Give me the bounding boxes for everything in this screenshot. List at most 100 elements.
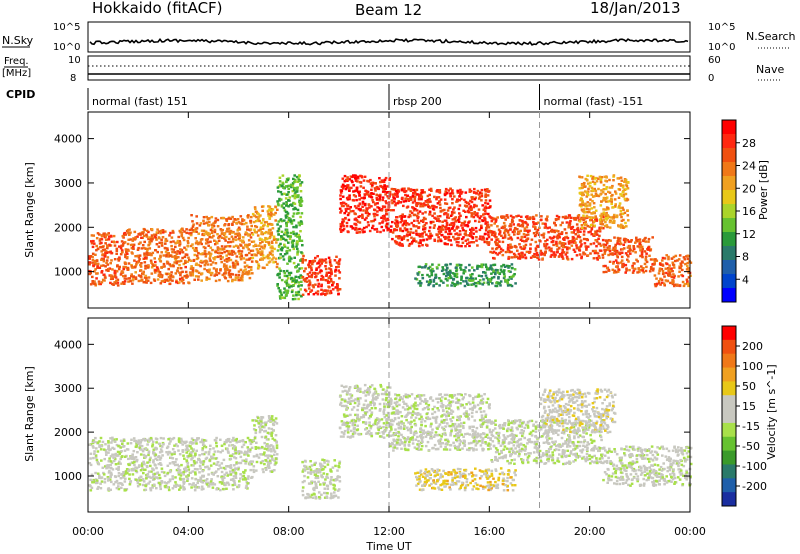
x-axis-label: Time UT bbox=[365, 540, 411, 553]
nsky-tick-min: 10^0 bbox=[53, 42, 80, 53]
power-echo-region-5 bbox=[301, 254, 342, 297]
power-echo-region-2 bbox=[188, 214, 254, 283]
velocity-colorbar-tick-6: -100 bbox=[742, 460, 767, 473]
velocity-colorbar-swatch-3 bbox=[722, 367, 736, 382]
power-ytick-label-1: 2000 bbox=[54, 221, 82, 234]
freq-panel: Freq. [MHz] 10 8 60 0 Nave bbox=[2, 55, 784, 84]
velocity-ytick-label-0: 1000 bbox=[54, 470, 82, 483]
cpid-segment-2: normal (fast) -151 bbox=[544, 95, 644, 108]
power-colorbar-tick-2: 12 bbox=[742, 228, 756, 241]
nsky-panel: N.Sky 10^5 10^0 10^5 10^0 N.Search bbox=[2, 21, 796, 53]
time-x-axis: 00:00 04:00 08:00 12:00 16:00 20:00 00:00 bbox=[72, 112, 706, 538]
freq-tick-min: 8 bbox=[70, 73, 76, 84]
velocity-colorbar-swatch-0 bbox=[722, 326, 736, 341]
velocity-echo-region-4 bbox=[389, 393, 492, 452]
freq-label: Freq. bbox=[4, 56, 29, 67]
x-tick-label-5: 20:00 bbox=[574, 525, 606, 538]
nsky-tick-max: 10^5 bbox=[53, 22, 80, 33]
freq-frame bbox=[87, 55, 691, 81]
x-tick-label-4: 16:00 bbox=[473, 525, 505, 538]
velocity-colorbar-swatch-1 bbox=[722, 339, 736, 355]
velocity-ylabel: Slant Range [km] bbox=[23, 366, 36, 462]
power-colorbar-swatch-11 bbox=[722, 274, 736, 289]
velocity-ytick-label-1: 2000 bbox=[54, 426, 82, 439]
nave-tick-max: 60 bbox=[708, 55, 721, 66]
power-colorbar-swatch-9 bbox=[722, 246, 736, 261]
power-colorbar-swatch-5 bbox=[722, 190, 736, 205]
power-ylabel: Slant Range [km] bbox=[23, 162, 36, 258]
power-colorbar: 4 8 12 16 20 24 28 bbox=[721, 119, 756, 303]
nave-label: Nave bbox=[756, 63, 784, 76]
velocity-ytick-label-2: 3000 bbox=[54, 382, 82, 395]
velocity-echo-region-8 bbox=[539, 388, 617, 435]
cpid-segment-0: normal (fast) 151 bbox=[92, 95, 188, 108]
cpid-row: CPID normal (fast) 151 rbsp 200 normal (fa… bbox=[6, 84, 643, 110]
power-echo-region-11 bbox=[652, 254, 693, 288]
velocity-colorbar-swatch-2 bbox=[722, 353, 736, 369]
nsearch-label: N.Search bbox=[746, 30, 796, 43]
cpid-label: CPID bbox=[6, 88, 35, 101]
power-colorbar-tick-5: 24 bbox=[742, 160, 756, 173]
velocity-echo-region-5 bbox=[414, 467, 517, 492]
power-colorbar-swatch-6 bbox=[722, 204, 736, 219]
nsearch-tick-max: 10^5 bbox=[708, 22, 735, 33]
power-colorbar-swatch-1 bbox=[722, 134, 736, 149]
power-colorbar-tick-3: 16 bbox=[742, 205, 756, 218]
power-colorbar-swatch-0 bbox=[722, 120, 736, 135]
x-tick-label-3: 12:00 bbox=[373, 525, 405, 538]
power-colorbar-swatch-3 bbox=[722, 162, 736, 177]
velocity-colorbar-tick-3: 15 bbox=[742, 400, 756, 413]
velocity-colorbar-swatch-6 bbox=[722, 409, 736, 424]
power-colorbar-swatch-4 bbox=[722, 176, 736, 191]
x-tick-label-6: 00:00 bbox=[674, 525, 706, 538]
velocity-echo-region-2 bbox=[301, 458, 342, 500]
power-colorbar-tick-4: 20 bbox=[742, 182, 756, 195]
velocity-colorbar-swatch-8 bbox=[722, 436, 736, 452]
velocity-echo-region-0 bbox=[88, 436, 254, 492]
x-tick-label-1: 04:00 bbox=[172, 525, 204, 538]
velocity-colorbar-tick-5: -50 bbox=[742, 440, 760, 453]
x-tick-label-0: 00:00 bbox=[72, 525, 104, 538]
velocity-scatter bbox=[88, 383, 693, 500]
velocity-colorbar-label: Velocity [m s^-1] bbox=[765, 364, 778, 459]
x-tick-label-2: 08:00 bbox=[273, 525, 305, 538]
power-echo-region-4 bbox=[276, 174, 304, 301]
power-colorbar-swatch-7 bbox=[722, 218, 736, 233]
velocity-colorbar-swatch-11 bbox=[722, 478, 736, 493]
power-y-axis: 1000 2000 3000 4000 bbox=[54, 133, 690, 279]
power-colorbar-swatch-10 bbox=[722, 260, 736, 275]
power-echo-region-9 bbox=[489, 214, 605, 261]
power-colorbar-swatch-2 bbox=[722, 148, 736, 163]
power-echo-region-7 bbox=[389, 187, 492, 248]
power-panel: 1000 2000 3000 4000 Slant Range [km] 4 8 12 16… bbox=[23, 111, 770, 309]
velocity-colorbar-swatch-12 bbox=[722, 492, 736, 507]
power-echo-region-12 bbox=[577, 174, 630, 230]
nsky-frame bbox=[87, 21, 691, 53]
power-ytick-label-0: 1000 bbox=[54, 266, 82, 279]
power-echo-region-3 bbox=[251, 205, 279, 270]
velocity-colorbar-swatch-5 bbox=[722, 395, 736, 410]
nave-tick-min: 0 bbox=[708, 73, 714, 84]
power-echo-region-1 bbox=[125, 227, 191, 286]
power-echo-region-8 bbox=[414, 262, 517, 288]
freq-unit: [MHz] bbox=[2, 68, 31, 79]
date-title: 18/Jan/2013 bbox=[590, 0, 681, 17]
velocity-echo-region-1 bbox=[251, 415, 279, 474]
velocity-colorbar-swatch-4 bbox=[722, 381, 736, 396]
velocity-colorbar-tick-2: 50 bbox=[742, 380, 756, 393]
velocity-colorbar-tick-0: 200 bbox=[742, 340, 763, 353]
nsky-label: N.Sky bbox=[2, 34, 34, 47]
power-echo-region-0 bbox=[88, 231, 128, 287]
velocity-colorbar: 200 100 50 15 -15 -50 -100 -200 bbox=[721, 325, 767, 507]
power-colorbar-tick-6: 28 bbox=[742, 137, 756, 150]
station-title: Hokkaido (fitACF) bbox=[92, 0, 223, 17]
velocity-colorbar-tick-4: -15 bbox=[742, 420, 760, 433]
velocity-colorbar-tick-1: 100 bbox=[742, 360, 763, 373]
power-colorbar-swatch-8 bbox=[722, 232, 736, 247]
velocity-colorbar-tick-7: -200 bbox=[742, 480, 767, 493]
power-ytick-label-2: 3000 bbox=[54, 177, 82, 190]
cpid-segment-1: rbsp 200 bbox=[393, 95, 442, 108]
velocity-colorbar-swatch-9 bbox=[722, 450, 736, 465]
